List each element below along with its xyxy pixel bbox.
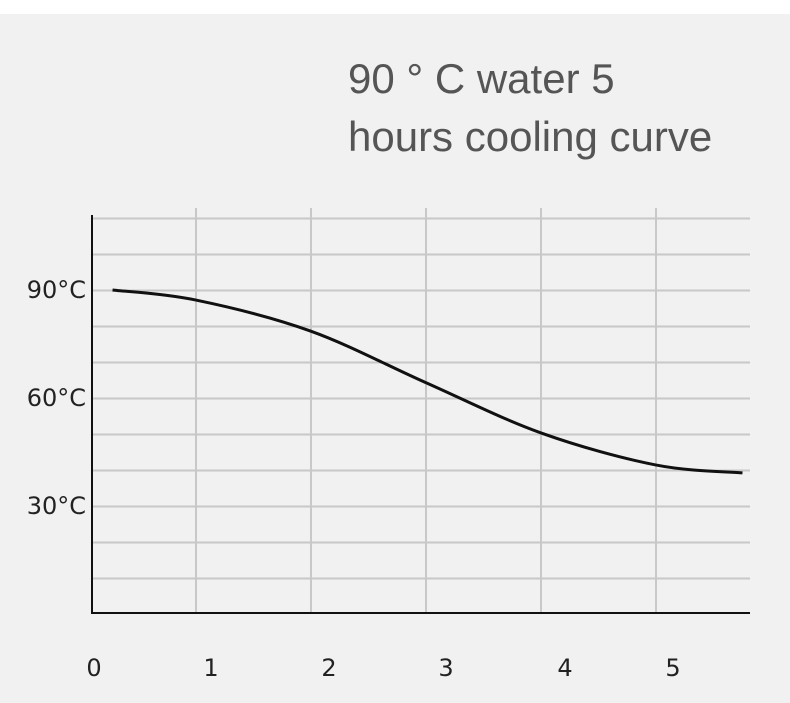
y-tick-label: 90°C [27,276,86,304]
x-tick-label: 5 [665,654,680,682]
chart-title-line-1: 90 ° C water 5 [348,55,615,102]
series-lines [112,288,743,475]
tick-labels: 0 1 2 3 4 5 90°C 60°C 30°C [27,276,681,682]
top-strip [0,0,790,14]
cooling-curve-line [112,288,743,475]
x-tick-label: 2 [321,654,336,682]
y-tick-label: 30°C [27,492,86,520]
x-tick-label: 3 [438,654,453,682]
y-tick-label: 60°C [27,384,86,412]
x-tick-label: 1 [203,654,218,682]
grid [92,208,750,613]
x-tick-label: 4 [557,654,572,682]
axes [91,215,750,614]
chart-title-line-2: hours cooling curve [348,113,713,160]
x-tick-label: 0 [86,654,101,682]
